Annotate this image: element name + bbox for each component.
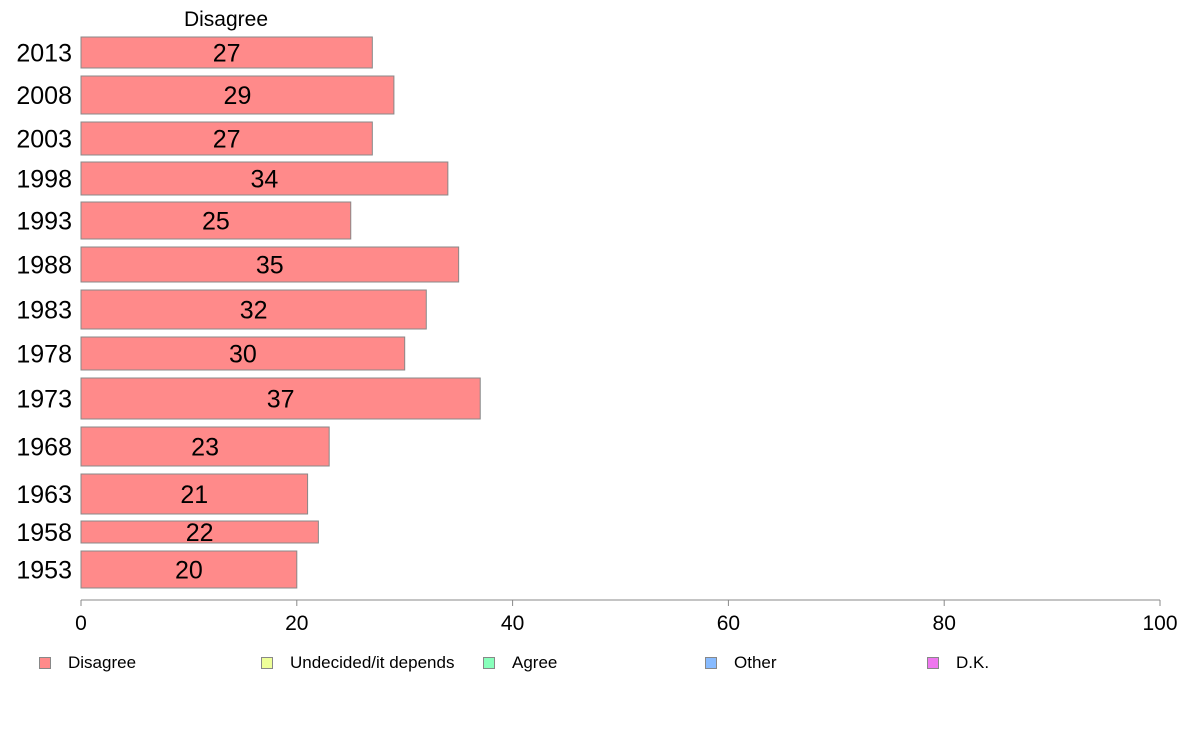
y-tick-label: 1978: [16, 341, 72, 369]
legend-label-disagree: Disagree: [68, 653, 137, 672]
bar-value-label: 27: [213, 126, 241, 154]
legend-item-dk: D.K.: [927, 653, 989, 673]
bar-value-label: 20: [175, 557, 203, 585]
bar: [80, 121, 373, 156]
x-tick-label: 40: [501, 612, 524, 635]
bar: [80, 201, 352, 240]
bar-value-label: 25: [202, 208, 230, 236]
x-tick-label: 100: [1142, 612, 1177, 635]
bar-value-label: 35: [256, 252, 284, 280]
legend-label-undecided: Undecided/it depends: [290, 653, 455, 672]
y-tick-label: 2013: [16, 40, 72, 68]
y-tick-label: 1998: [16, 166, 72, 194]
bar: [80, 336, 406, 371]
legend-swatch-dk: [927, 657, 939, 669]
bar-value-label: 27: [213, 40, 241, 68]
legend-label-agree: Agree: [512, 653, 558, 672]
legend-swatch-disagree: [39, 657, 51, 669]
bar: [80, 377, 481, 420]
legend-item-disagree: Disagree: [39, 653, 136, 673]
bar: [80, 289, 427, 330]
x-tick-label: 80: [933, 612, 956, 635]
y-tick-label: 1958: [16, 519, 72, 547]
x-tick-label: 0: [75, 612, 87, 635]
bar: [80, 550, 298, 589]
bar-value-label: 22: [186, 519, 214, 547]
bar-value-label: 29: [224, 82, 252, 110]
legend-item-agree: Agree: [483, 653, 557, 673]
legend-swatch-undecided: [261, 657, 273, 669]
bar-value-label: 32: [240, 297, 268, 325]
bar: [80, 36, 373, 69]
x-tick-label: 20: [285, 612, 308, 635]
y-tick-label: 1983: [16, 297, 72, 325]
chart-title: Disagree: [184, 8, 268, 31]
x-tick-label: 60: [717, 612, 740, 635]
bar-value-label: 21: [180, 481, 208, 509]
legend-item-undecided: Undecided/it depends: [261, 653, 454, 673]
bar: [80, 520, 319, 544]
bar-value-label: 34: [251, 166, 279, 194]
legend-swatch-agree: [483, 657, 495, 669]
bar: [80, 75, 395, 115]
y-tick-label: 1993: [16, 208, 72, 236]
bar-value-label: 37: [267, 386, 295, 414]
bar: [80, 246, 460, 283]
bar-chart: Disagree 27 2013 29 2008 27 2003 34 1998 25 1993 3…: [16, 8, 1177, 635]
y-tick-label: 1973: [16, 386, 72, 414]
legend-swatch-other: [705, 657, 717, 669]
legend-item-other: Other: [705, 653, 777, 673]
bar-value-label: 23: [191, 434, 219, 462]
bar: [80, 161, 449, 196]
y-tick-label: 1963: [16, 481, 72, 509]
y-tick-label: 1953: [16, 557, 72, 585]
bar-value-label: 30: [229, 341, 257, 369]
legend: Disagree Undecided/it depends Agree Othe…: [0, 653, 1188, 675]
y-tick-label: 2008: [16, 82, 72, 110]
y-tick-label: 1968: [16, 434, 72, 462]
legend-label-other: Other: [734, 653, 777, 672]
y-tick-label: 1988: [16, 252, 72, 280]
legend-label-dk: D.K.: [956, 653, 990, 672]
bar: [80, 426, 330, 467]
y-tick-label: 2003: [16, 126, 72, 154]
bar: [80, 473, 309, 515]
